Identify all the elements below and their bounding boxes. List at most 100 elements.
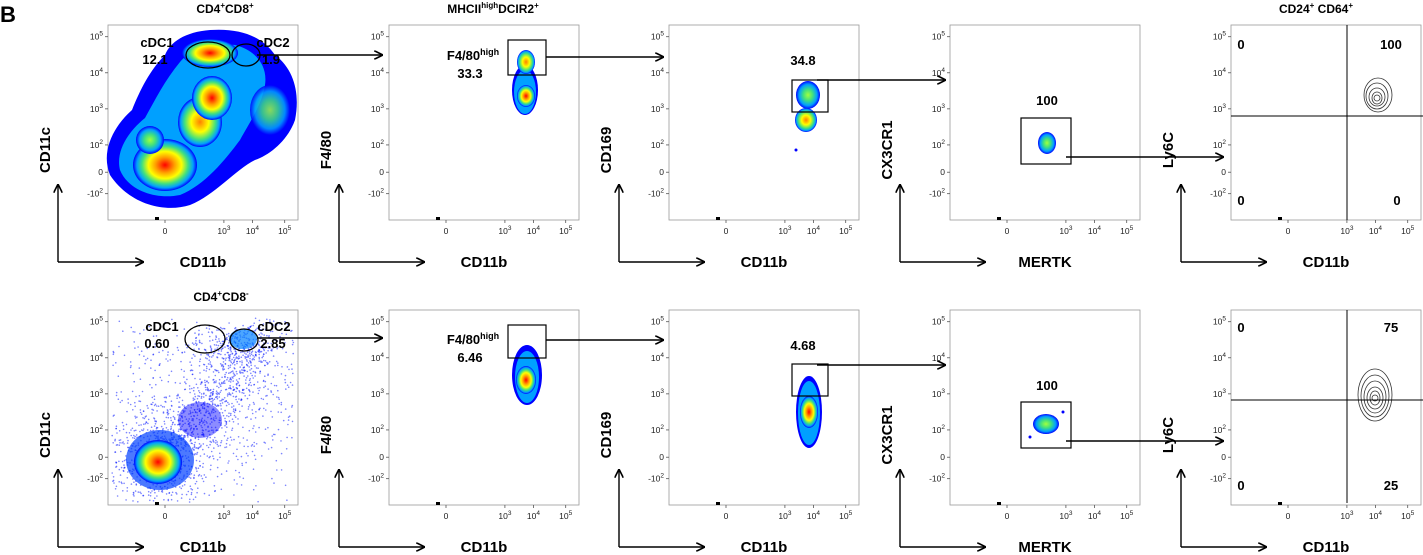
y-tick-label: 102	[371, 424, 384, 435]
x-tick-label: 104	[807, 225, 820, 236]
event-point	[210, 464, 212, 467]
event-point	[212, 431, 215, 433]
event-point	[260, 397, 263, 400]
event-point	[130, 483, 133, 485]
event-point	[199, 358, 202, 361]
event-point	[209, 443, 211, 446]
event-point	[209, 340, 211, 342]
event-point	[188, 422, 190, 425]
event-point	[147, 418, 150, 421]
event-point	[267, 448, 270, 450]
event-point	[139, 400, 142, 403]
event-point	[184, 436, 186, 438]
event-point	[206, 436, 209, 439]
event-point	[191, 488, 194, 491]
event-point	[225, 357, 227, 360]
event-point	[133, 341, 135, 343]
event-point	[129, 403, 132, 406]
event-point	[170, 494, 173, 496]
event-point	[253, 358, 255, 361]
event-point	[115, 391, 118, 394]
event-point	[184, 480, 186, 483]
x-tick-label: 103	[778, 225, 791, 236]
event-point	[195, 344, 198, 347]
event-point	[282, 419, 285, 422]
event-point	[243, 352, 246, 354]
event-point	[177, 414, 179, 416]
event-point	[240, 484, 243, 486]
event-point	[231, 402, 233, 405]
event-point	[262, 415, 264, 417]
event-point	[254, 431, 257, 433]
event-point	[229, 355, 231, 358]
event-point	[182, 423, 184, 426]
event-point	[185, 493, 188, 496]
event-point	[229, 436, 232, 439]
event-point	[144, 416, 147, 418]
y-tick-label: 0	[659, 167, 664, 177]
event-point	[133, 437, 136, 440]
event-point	[189, 361, 191, 363]
event-point	[229, 349, 231, 351]
event-point	[278, 402, 280, 405]
event-point	[243, 375, 245, 377]
event-point	[224, 382, 226, 385]
event-point	[232, 408, 235, 411]
event-point	[115, 485, 118, 488]
event-point	[240, 356, 243, 359]
event-point	[174, 418, 176, 421]
x-tick-label: 104	[246, 510, 259, 521]
event-point	[272, 324, 275, 326]
event-point	[201, 477, 204, 480]
event-point	[118, 439, 121, 442]
event-point	[247, 408, 250, 410]
event-point	[192, 397, 195, 400]
x-tick-label: 103	[217, 225, 230, 236]
event-point	[263, 359, 265, 362]
event-point	[254, 458, 257, 461]
event-point	[185, 418, 188, 421]
event-point	[155, 383, 157, 386]
event-point	[190, 432, 193, 434]
event-point	[231, 392, 234, 395]
event-point	[197, 395, 199, 397]
event-point	[159, 363, 161, 365]
axis-artifact	[1278, 502, 1282, 505]
event-point	[139, 409, 142, 411]
event-point	[191, 357, 193, 360]
event-point	[233, 494, 235, 496]
event-point	[121, 399, 123, 402]
event-point	[202, 462, 204, 465]
event-point	[142, 428, 145, 430]
event-point	[200, 420, 202, 422]
event-point	[250, 361, 252, 364]
event-point	[229, 366, 231, 369]
event-point	[199, 421, 201, 424]
event-point	[239, 360, 241, 363]
event-point	[129, 366, 132, 369]
plot-frame	[949, 24, 1141, 221]
event-point	[216, 341, 218, 343]
event-point	[176, 335, 178, 337]
event-point	[197, 438, 200, 441]
event-point	[264, 346, 267, 349]
event-point	[152, 377, 154, 379]
event-point	[209, 394, 212, 397]
event-point	[240, 398, 243, 401]
event-point	[228, 372, 230, 375]
event-point	[217, 352, 219, 355]
event-point	[238, 398, 240, 400]
event-point	[181, 493, 183, 496]
event-point	[147, 490, 150, 493]
y-tick-label: 102	[651, 424, 664, 435]
event-point	[214, 374, 217, 377]
event-point	[189, 477, 192, 479]
event-point	[134, 415, 136, 418]
event-point	[272, 355, 275, 357]
event-point	[269, 322, 271, 324]
event-point	[194, 355, 196, 357]
event-point	[183, 405, 186, 407]
event-point	[180, 360, 182, 363]
event-point	[177, 394, 179, 397]
event-point	[185, 407, 187, 410]
